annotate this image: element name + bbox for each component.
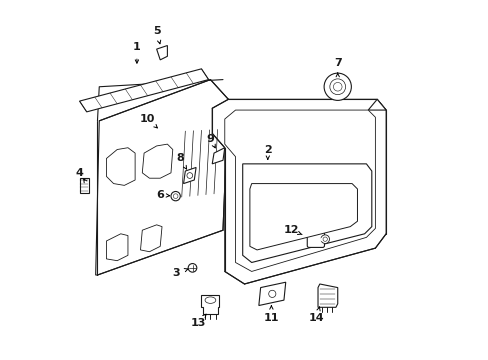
Polygon shape bbox=[80, 69, 208, 112]
Polygon shape bbox=[242, 164, 371, 262]
Text: 6: 6 bbox=[156, 190, 164, 200]
Polygon shape bbox=[224, 110, 375, 271]
Text: 13: 13 bbox=[190, 319, 205, 328]
Polygon shape bbox=[258, 282, 285, 306]
FancyBboxPatch shape bbox=[306, 231, 324, 247]
Polygon shape bbox=[106, 234, 128, 261]
Circle shape bbox=[171, 192, 180, 201]
Polygon shape bbox=[142, 144, 172, 178]
Polygon shape bbox=[249, 184, 357, 250]
Text: 3: 3 bbox=[172, 268, 180, 278]
Text: 8: 8 bbox=[176, 153, 183, 163]
Ellipse shape bbox=[204, 297, 215, 303]
Polygon shape bbox=[367, 99, 386, 110]
Text: 10: 10 bbox=[140, 114, 155, 124]
Circle shape bbox=[173, 194, 178, 198]
Polygon shape bbox=[212, 99, 386, 284]
Polygon shape bbox=[201, 295, 219, 315]
Text: 12: 12 bbox=[283, 225, 298, 235]
Text: 11: 11 bbox=[263, 313, 279, 323]
Polygon shape bbox=[96, 80, 228, 275]
Text: 9: 9 bbox=[206, 134, 214, 144]
Circle shape bbox=[188, 264, 196, 272]
Text: 4: 4 bbox=[76, 168, 83, 178]
Text: 14: 14 bbox=[308, 313, 324, 323]
Polygon shape bbox=[183, 167, 196, 184]
Circle shape bbox=[323, 237, 326, 241]
Polygon shape bbox=[106, 148, 135, 185]
Polygon shape bbox=[212, 148, 224, 164]
Polygon shape bbox=[317, 284, 337, 307]
Polygon shape bbox=[80, 178, 88, 193]
Polygon shape bbox=[140, 225, 162, 252]
Text: 7: 7 bbox=[333, 58, 341, 68]
Text: 1: 1 bbox=[133, 42, 141, 52]
Text: 2: 2 bbox=[264, 144, 271, 154]
Circle shape bbox=[324, 73, 351, 100]
Text: 5: 5 bbox=[153, 26, 160, 36]
Polygon shape bbox=[156, 45, 167, 60]
Circle shape bbox=[320, 235, 329, 243]
